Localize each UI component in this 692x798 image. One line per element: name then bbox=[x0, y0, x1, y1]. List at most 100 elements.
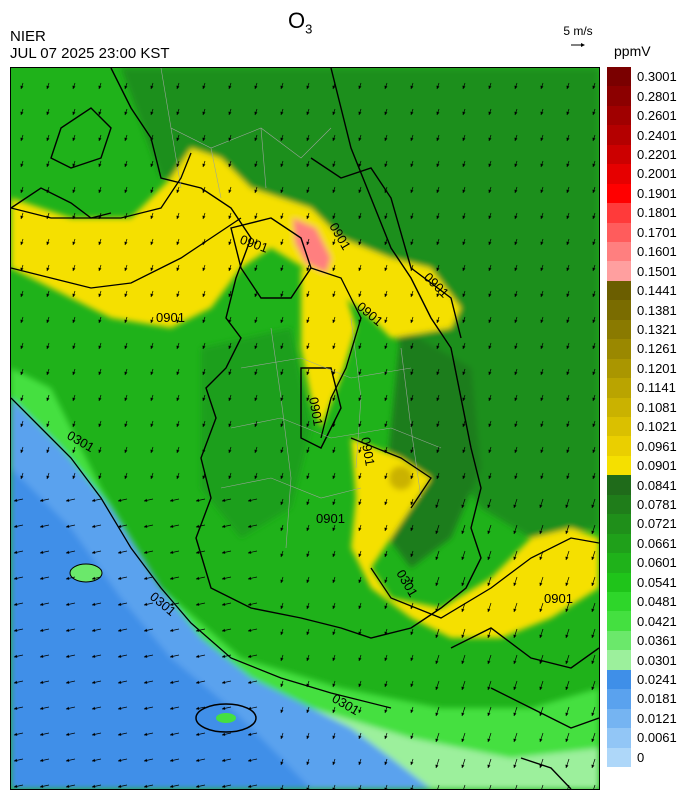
wind-arrow-icon bbox=[72, 290, 76, 298]
legend-swatch bbox=[607, 86, 631, 107]
wind-arrow-icon bbox=[410, 316, 414, 324]
wind-arrow-icon bbox=[13, 524, 24, 528]
wind-arrow-icon bbox=[436, 368, 440, 376]
wind-arrow-icon bbox=[358, 628, 362, 636]
wind-arrow-icon bbox=[280, 602, 284, 610]
wind-arrow-icon bbox=[221, 680, 232, 684]
wind-arrow-icon bbox=[150, 160, 154, 168]
legend-swatch bbox=[607, 261, 631, 282]
wind-arrow-icon bbox=[124, 420, 128, 428]
wind-arrow-icon bbox=[306, 160, 310, 168]
wind-arrow-icon bbox=[124, 394, 128, 402]
wind-arrow-icon bbox=[436, 446, 440, 454]
wind-arrow-icon bbox=[592, 394, 596, 402]
legend-swatch bbox=[607, 689, 631, 710]
wind-arrow-icon bbox=[384, 706, 388, 714]
wind-arrow-icon bbox=[91, 784, 102, 788]
wind-arrow-icon bbox=[591, 498, 596, 509]
wind-arrow-icon bbox=[436, 420, 440, 428]
wind-arrow-icon bbox=[228, 238, 232, 246]
wind-arrow-icon bbox=[410, 134, 414, 142]
wind-arrow-icon bbox=[566, 238, 570, 246]
wind-arrow-icon bbox=[462, 316, 466, 324]
wind-arrow-icon bbox=[72, 264, 76, 272]
wind-arrow-icon bbox=[306, 108, 310, 116]
wind-arrow-icon bbox=[150, 290, 154, 298]
wind-arrow-icon bbox=[13, 602, 24, 606]
wind-arrow-icon bbox=[410, 498, 414, 506]
wind-arrow-icon bbox=[150, 212, 154, 220]
wind-arrow-icon bbox=[176, 82, 180, 90]
wind-arrow-icon bbox=[176, 290, 180, 298]
wind-arrow-icon bbox=[540, 264, 544, 272]
wind-arrow-icon bbox=[488, 290, 492, 298]
wind-arrow-icon bbox=[176, 264, 180, 272]
wind-arrow-icon bbox=[228, 420, 232, 428]
wind-arrow-icon bbox=[117, 628, 128, 632]
wind-arrow-icon bbox=[39, 550, 50, 554]
wind-arrow-icon bbox=[410, 108, 414, 116]
legend-swatch bbox=[607, 105, 631, 126]
wind-arrow-icon bbox=[488, 212, 492, 220]
wind-arrow-icon bbox=[332, 238, 336, 246]
wind-arrow-icon bbox=[436, 290, 440, 298]
wind-arrow-icon bbox=[566, 160, 570, 168]
wind-arrow-icon bbox=[202, 212, 206, 220]
wind-arrow-icon bbox=[358, 550, 362, 558]
wind-arrow-icon bbox=[462, 420, 466, 428]
wind-arrow-icon bbox=[435, 602, 440, 613]
wind-arrow-icon bbox=[280, 368, 284, 376]
wind-arrow-icon bbox=[195, 550, 206, 554]
wind-arrow-icon bbox=[143, 602, 154, 606]
wind-arrow-icon bbox=[254, 446, 258, 454]
wind-arrow-icon bbox=[566, 264, 570, 272]
wind-arrow-icon bbox=[221, 498, 232, 502]
island-west bbox=[69, 563, 103, 583]
wind-arrow-icon bbox=[591, 576, 596, 587]
wind-arrow-icon bbox=[280, 576, 284, 584]
wind-arrow-icon bbox=[435, 680, 440, 691]
wind-arrow-icon bbox=[513, 732, 518, 743]
legend-swatch bbox=[607, 67, 631, 87]
island-south-fill bbox=[216, 713, 236, 723]
wind-arrow-icon bbox=[592, 472, 596, 480]
wind-arrow-icon bbox=[306, 238, 310, 246]
wind-arrow-icon bbox=[124, 264, 128, 272]
wind-arrow-icon bbox=[306, 758, 310, 766]
ozone-map: 0901 0901 0901 0901 0901 0901 0901 0901 … bbox=[10, 67, 600, 790]
wind-arrow-icon bbox=[176, 160, 180, 168]
wind-arrow-icon bbox=[254, 368, 258, 376]
wind-arrow-icon bbox=[462, 238, 466, 246]
legend-tick-label: 0.0121 bbox=[637, 710, 677, 726]
wind-arrow-icon bbox=[46, 394, 50, 402]
wind-arrow-icon bbox=[514, 160, 518, 168]
wind-arrow-icon bbox=[513, 498, 518, 509]
wind-arrow-icon bbox=[221, 784, 232, 788]
wind-arrow-icon bbox=[221, 576, 232, 580]
wind-arrow-icon bbox=[254, 212, 258, 220]
wind-arrow-icon bbox=[306, 394, 310, 402]
wind-arrow-icon bbox=[169, 524, 180, 528]
wind-arrow-icon bbox=[221, 524, 232, 528]
legend-swatch bbox=[607, 222, 631, 243]
wind-arrow-icon bbox=[487, 732, 492, 743]
wind-arrow-icon bbox=[358, 654, 362, 662]
wind-arrow-icon bbox=[39, 576, 50, 580]
wind-arrow-icon bbox=[228, 264, 232, 272]
wind-arrow-icon bbox=[384, 316, 388, 324]
wind-arrow-icon bbox=[410, 420, 414, 428]
wind-arrow-icon bbox=[13, 732, 24, 736]
wind-arrow-icon bbox=[410, 550, 414, 558]
wind-arrow-icon bbox=[221, 654, 232, 658]
wind-arrow-icon bbox=[20, 368, 24, 376]
legend-swatch bbox=[607, 592, 631, 612]
wind-arrow-icon bbox=[358, 420, 362, 428]
wind-arrow-icon bbox=[20, 446, 24, 454]
wind-arrow-icon bbox=[247, 498, 258, 502]
wind-arrow-icon bbox=[488, 368, 492, 376]
wind-arrow-icon bbox=[254, 316, 258, 324]
wind-arrow-icon bbox=[592, 186, 596, 194]
wind-arrow-icon bbox=[280, 238, 284, 246]
wind-arrow-icon bbox=[280, 212, 284, 220]
wind-arrow-icon bbox=[513, 680, 518, 691]
